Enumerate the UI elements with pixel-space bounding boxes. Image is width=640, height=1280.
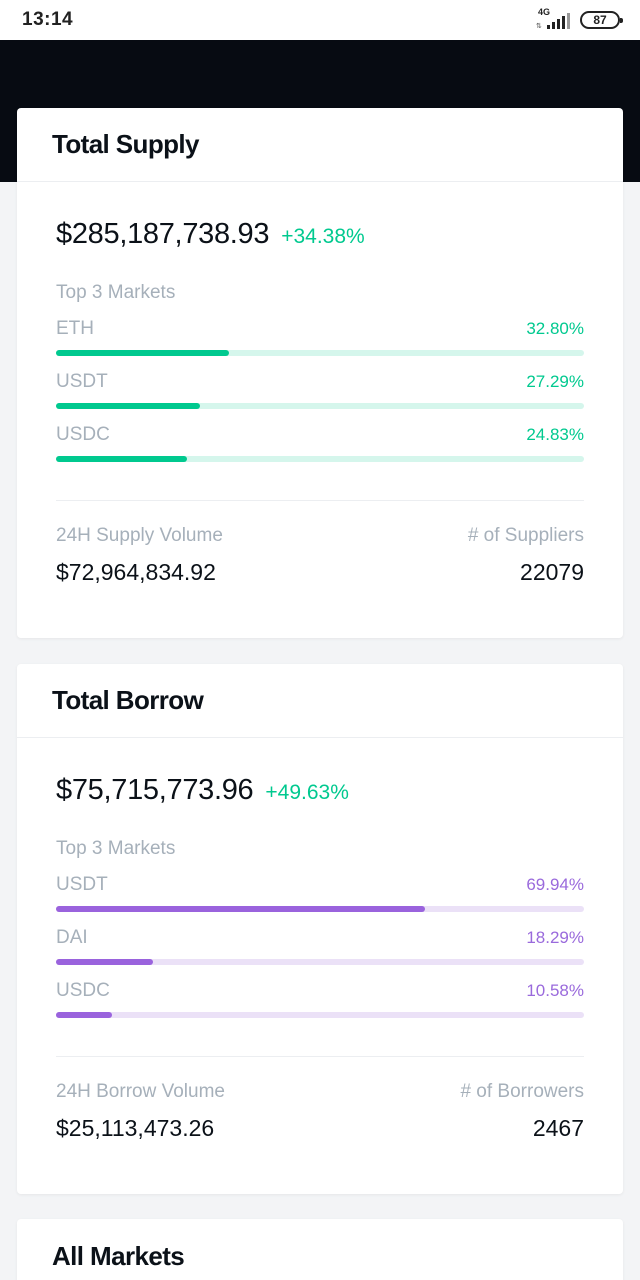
stat-value: $25,113,473.26	[56, 1115, 215, 1141]
market-name: USDC	[56, 980, 110, 1001]
stat-label: # of Suppliers	[467, 525, 584, 546]
market-bar-track	[56, 906, 584, 912]
borrow-stats: 24H Borrow Volume $25,113,473.26 # of Bo…	[56, 1081, 584, 1142]
top-markets-list: ETH 32.80% USDT 27.29%	[56, 318, 584, 462]
market-bar-fill	[56, 906, 426, 912]
market-item[interactable]: DAI 18.29%	[56, 927, 584, 965]
divider	[56, 500, 584, 501]
market-percent: 18.29%	[526, 928, 584, 947]
total-supply-amount: $285,187,738.93	[56, 218, 270, 250]
market-item[interactable]: USDC 10.58%	[56, 980, 584, 1018]
top-markets-list: USDT 69.94% DAI 18.29%	[56, 874, 584, 1018]
total-borrow-amount: $75,715,773.96	[56, 774, 254, 806]
market-item[interactable]: ETH 32.80%	[56, 318, 584, 356]
market-percent: 32.80%	[526, 319, 584, 338]
stat-value: 2467	[532, 1115, 584, 1141]
market-item[interactable]: USDC 24.83%	[56, 424, 584, 462]
market-bar-track	[56, 456, 584, 462]
stat-label: 24H Borrow Volume	[56, 1081, 225, 1102]
stat-value: 22079	[520, 559, 584, 585]
card-title: All Markets	[52, 1240, 185, 1271]
status-time: 13:14	[22, 9, 74, 30]
total-supply-card: Total Supply $285,187,738.93 +34.38% Top…	[17, 108, 623, 638]
card-title: Total Borrow	[52, 685, 204, 715]
market-name: ETH	[56, 318, 94, 339]
stat-value: $72,964,834.92	[56, 559, 216, 585]
card-header: All Markets	[17, 1219, 623, 1280]
market-percent: 10.58%	[526, 981, 584, 1000]
market-bar-track	[56, 350, 584, 356]
card-body: $285,187,738.93 +34.38% Top 3 Markets ET…	[17, 218, 623, 586]
divider	[56, 1056, 584, 1057]
total-row: $75,715,773.96 +49.63%	[56, 774, 584, 808]
card-title: Total Supply	[52, 129, 199, 159]
market-bar-fill	[56, 456, 188, 462]
market-name: USDT	[56, 874, 108, 895]
total-borrow-change: +49.63%	[265, 781, 349, 804]
borrowers-count-stat: # of Borrowers 2467	[460, 1081, 584, 1142]
top-markets-label: Top 3 Markets	[56, 838, 176, 859]
total-supply-change: +34.38%	[281, 225, 365, 248]
market-bar-track	[56, 1012, 584, 1018]
stat-label: # of Borrowers	[460, 1081, 584, 1102]
stat-label: 24H Supply Volume	[56, 525, 223, 546]
market-bar-fill	[56, 959, 153, 965]
status-indicators: 4G ⇅ 87	[536, 7, 623, 31]
supply-stats: 24H Supply Volume $72,964,834.92 # of Su…	[56, 525, 584, 586]
battery-icon: 87	[580, 11, 623, 29]
market-percent: 69.94%	[526, 875, 584, 894]
market-bar-fill	[56, 350, 230, 356]
network-type-label: 4G	[538, 7, 551, 17]
market-bar-fill	[56, 403, 201, 409]
supply-volume-stat: 24H Supply Volume $72,964,834.92	[56, 525, 223, 586]
market-bar-fill	[56, 1012, 112, 1018]
market-item[interactable]: USDT 27.29%	[56, 371, 584, 409]
total-borrow-card: Total Borrow $75,715,773.96 +49.63% Top …	[17, 664, 623, 1194]
card-body: $75,715,773.96 +49.63% Top 3 Markets USD…	[17, 774, 623, 1142]
battery-level: 87	[593, 13, 607, 27]
market-item[interactable]: USDT 69.94%	[56, 874, 584, 912]
top-markets-label: Top 3 Markets	[56, 282, 176, 303]
card-header: Total Supply	[17, 108, 623, 182]
data-arrows-icon: ⇅	[536, 23, 542, 30]
market-percent: 27.29%	[526, 372, 584, 391]
total-row: $285,187,738.93 +34.38%	[56, 218, 584, 252]
market-bar-track	[56, 403, 584, 409]
market-name: DAI	[56, 927, 88, 948]
card-header: Total Borrow	[17, 664, 623, 738]
signal-bars-icon	[547, 13, 570, 29]
signal-icon: 4G ⇅	[536, 7, 570, 31]
market-name: USDT	[56, 371, 108, 392]
all-markets-card: All Markets	[17, 1219, 623, 1280]
market-bar-track	[56, 959, 584, 965]
suppliers-count-stat: # of Suppliers 22079	[468, 525, 584, 586]
status-bar: 13:14 4G ⇅ 87	[0, 0, 640, 40]
market-percent: 24.83%	[526, 425, 584, 444]
market-name: USDC	[56, 424, 110, 445]
borrow-volume-stat: 24H Borrow Volume $25,113,473.26	[56, 1081, 225, 1142]
